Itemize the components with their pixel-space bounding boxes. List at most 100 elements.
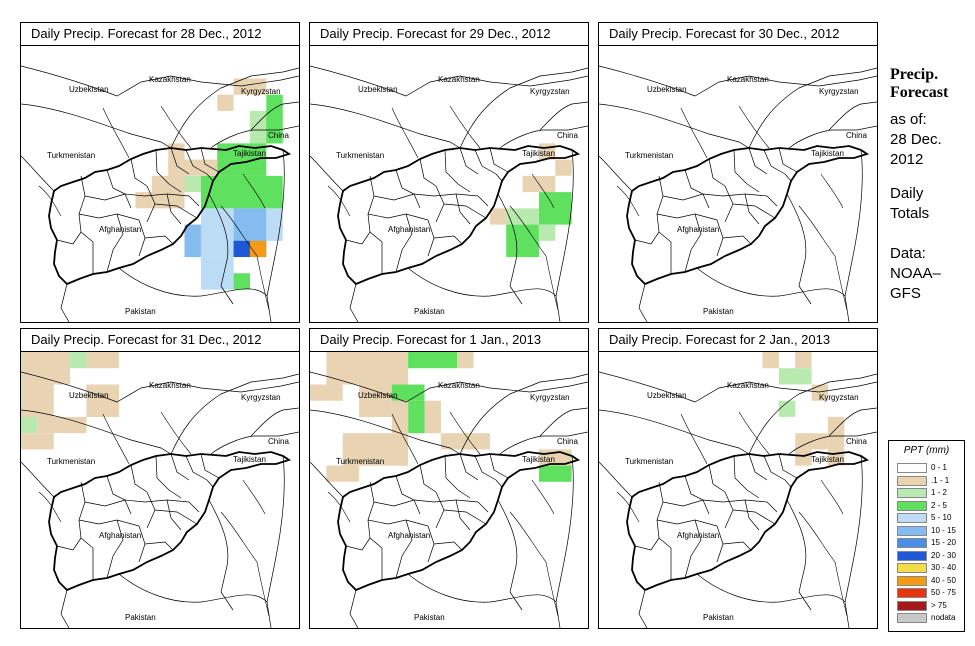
country-border xyxy=(748,67,877,149)
province-border xyxy=(395,475,421,515)
province-border xyxy=(84,499,126,507)
province-border xyxy=(373,499,415,507)
precip-cell xyxy=(391,400,409,434)
sidebar-title-line1: Precip. xyxy=(890,66,939,83)
country-border xyxy=(250,101,299,131)
legend-swatch xyxy=(897,538,927,548)
province-border xyxy=(724,185,734,223)
province-border xyxy=(784,173,792,182)
province-border xyxy=(459,147,479,175)
country-border xyxy=(555,455,574,603)
province-border xyxy=(395,169,421,209)
legend-label: 0 - 1 xyxy=(931,463,948,472)
country-border xyxy=(748,373,877,455)
province-border xyxy=(732,509,776,525)
legend-swatch xyxy=(897,475,927,486)
precip-cell xyxy=(506,224,539,258)
afghanistan-outline xyxy=(337,451,581,592)
country-label-iran: Iran xyxy=(39,321,53,322)
country-label-turkmenistan: Turkmenistan xyxy=(625,151,673,160)
legend-label: 2 - 5 xyxy=(931,500,948,510)
country-border xyxy=(118,267,272,322)
country-label-afghanistan: Afghanistan xyxy=(388,531,430,540)
province-border xyxy=(395,519,413,579)
country-label-china: China xyxy=(846,437,867,446)
river-line xyxy=(531,479,555,515)
province-border xyxy=(459,453,479,481)
sidebar-title-line2: Forecast xyxy=(890,84,949,101)
country-label-uzbekistan: Uzbekistan xyxy=(647,85,687,94)
province-border xyxy=(708,158,726,187)
country-border xyxy=(349,589,359,628)
province-border xyxy=(413,193,479,197)
precip-cell xyxy=(827,416,845,450)
precip-cell xyxy=(489,208,507,225)
country-border xyxy=(310,65,588,97)
river-line xyxy=(545,255,559,311)
river-line xyxy=(256,561,270,617)
country-border xyxy=(21,371,299,403)
country-border xyxy=(310,461,344,498)
panel-title: Daily Precip. Forecast for 29 Dec., 2012 xyxy=(310,23,588,46)
river-line xyxy=(820,479,844,515)
province-border xyxy=(166,193,182,225)
province-border xyxy=(702,499,768,503)
river-line xyxy=(820,173,844,209)
country-label-afghanistan: Afghanistan xyxy=(99,531,141,540)
afghanistan-outline xyxy=(626,145,870,286)
country-border xyxy=(208,499,234,611)
precip-cell xyxy=(21,416,38,434)
legend-label: 50 - 75 xyxy=(931,588,956,597)
province-border xyxy=(656,481,664,539)
river-line xyxy=(509,205,547,257)
province-border xyxy=(154,203,198,219)
country-label-china: China xyxy=(557,437,578,446)
legend-swatch xyxy=(897,600,927,611)
river-line xyxy=(834,561,848,617)
province-border xyxy=(748,453,768,481)
country-label-china: China xyxy=(268,437,289,446)
river-line xyxy=(160,105,192,149)
precip-cell xyxy=(37,416,87,434)
country-label-kyrgyzstan: Kyrgyzstan xyxy=(819,87,859,96)
province-border xyxy=(724,491,734,529)
data-source-line2: NOAA– xyxy=(890,265,941,282)
country-border xyxy=(828,101,877,131)
country-border xyxy=(696,267,850,322)
country-label-iran: Iran xyxy=(328,627,342,628)
panel-title: Daily Precip. Forecast for 1 Jan., 2013 xyxy=(310,329,588,352)
country-label-kazakhstan: Kazakhstan xyxy=(438,75,480,84)
country-label-tajikistan: Tajikistan xyxy=(522,149,555,158)
precip-cell xyxy=(440,433,490,450)
country-label-iran: Iran xyxy=(617,321,631,322)
country-label-afghanistan: Afghanistan xyxy=(677,225,719,234)
province-border xyxy=(684,213,702,273)
province-border xyxy=(495,173,503,182)
province-border xyxy=(766,195,778,207)
country-border xyxy=(310,371,588,403)
province-border xyxy=(78,213,140,221)
province-border xyxy=(634,537,660,551)
country-border xyxy=(170,67,299,149)
country-label-tajikistan: Tajikistan xyxy=(522,455,555,464)
province-border xyxy=(130,464,148,493)
panel-title: Daily Precip. Forecast for 28 Dec., 2012 xyxy=(21,23,299,46)
country-label-kazakhstan: Kazakhstan xyxy=(727,381,769,390)
country-label-uzbekistan: Uzbekistan xyxy=(358,85,398,94)
country-border xyxy=(638,589,648,628)
country-border xyxy=(266,455,285,603)
province-border xyxy=(373,193,415,201)
legend-swatch xyxy=(897,563,927,573)
country-border xyxy=(310,103,461,149)
legend-swatch xyxy=(897,463,927,473)
precip-cell xyxy=(762,352,779,369)
totals-line1: Daily xyxy=(890,185,924,202)
province-border xyxy=(170,453,190,481)
province-border xyxy=(457,183,471,193)
country-label-china: China xyxy=(557,131,578,140)
country-label-china: China xyxy=(268,131,289,140)
province-border xyxy=(413,499,479,503)
province-border xyxy=(170,147,190,175)
asof-label: as of: xyxy=(890,111,927,128)
country-border xyxy=(118,573,272,628)
